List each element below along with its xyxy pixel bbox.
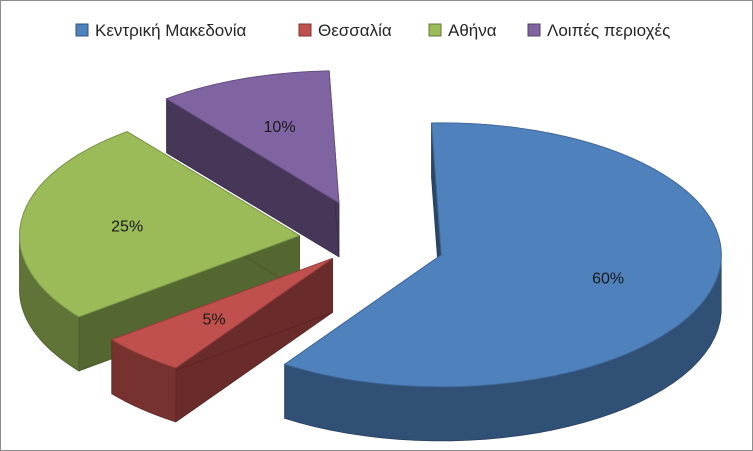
legend-label: Θεσσαλία	[318, 21, 392, 40]
legend-item-0: Κεντρική Μακεδονία	[75, 21, 247, 40]
legend-item-3: Λοιπές περιοχές	[527, 21, 670, 40]
legend-label: Λοιπές περιοχές	[547, 21, 670, 40]
legend-label: Αθήνα	[448, 21, 497, 40]
slice-top	[283, 122, 722, 388]
legend-item-1: Θεσσαλία	[298, 21, 392, 40]
legend-swatch	[298, 23, 312, 37]
slice-top	[165, 70, 340, 204]
slice-0	[283, 122, 722, 442]
slice-1	[110, 257, 333, 423]
legend-swatch	[527, 23, 541, 37]
slice-labels: 10% 25% 60% 5%	[111, 119, 624, 328]
legend-swatch	[428, 23, 442, 37]
legend-item-2: Αθήνα	[428, 21, 497, 40]
legend-label: Κεντρική Μακεδονία	[95, 21, 247, 40]
slice-top	[19, 131, 301, 318]
chart-legend: Κεντρική Μακεδονία Θεσσαλία Αθήνα Λοιπές πε…	[75, 21, 670, 40]
slice-3	[165, 70, 340, 258]
data-label-1: 5%	[202, 311, 225, 328]
data-label-3: 10%	[264, 119, 296, 136]
legend-swatch	[75, 23, 89, 37]
pie-slices	[19, 70, 722, 442]
data-label-0: 60%	[592, 270, 624, 287]
data-label-2: 25%	[111, 219, 143, 236]
slice-top	[110, 257, 333, 369]
